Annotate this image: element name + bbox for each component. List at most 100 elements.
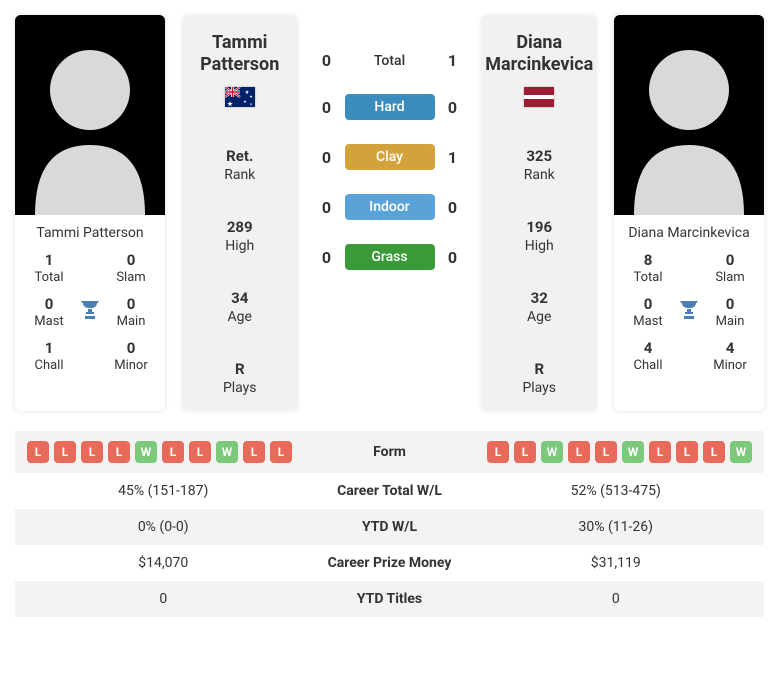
- surface-row: 0 Indoor 0: [315, 194, 465, 220]
- row-label: Career Prize Money: [300, 555, 480, 571]
- player-a-photo-placeholder: [15, 15, 165, 215]
- player-a-card: Tammi Patterson 1Total 0Slam 0Mast 0Main…: [15, 15, 165, 411]
- stat-high: 289High: [190, 218, 290, 255]
- form-badge: L: [649, 441, 671, 463]
- flag-au-icon: [190, 87, 290, 113]
- player-a-form: LLLLWLLWLL: [27, 441, 300, 463]
- player-b-titles: 8Total 0Slam 0Mast 0Main 4Chall 4Minor: [614, 251, 764, 386]
- compare-row: 0YTD Titles0: [15, 581, 764, 617]
- form-badge: W: [622, 441, 644, 463]
- surface-badge: Clay: [345, 144, 435, 170]
- stat-plays: RPlays: [190, 360, 290, 397]
- titles-minor: 4Minor: [704, 339, 756, 373]
- score-a: 0: [315, 248, 339, 267]
- stat-age: 32Age: [489, 289, 589, 326]
- value-b: 0: [480, 591, 753, 607]
- form-badge: W: [216, 441, 238, 463]
- form-badge: L: [676, 441, 698, 463]
- stat-plays: RPlays: [489, 360, 589, 397]
- value-a: $14,070: [27, 555, 300, 571]
- form-badge: L: [189, 441, 211, 463]
- value-a: 0: [27, 591, 300, 607]
- form-badge: L: [243, 441, 265, 463]
- player-a-stats-column: Tammi Patterson Ret.Rank 289High 34Age R…: [182, 15, 298, 411]
- player-b-photo-placeholder: [614, 15, 764, 215]
- compare-row: 45% (151-187)Career Total W/L52% (513-47…: [15, 473, 764, 509]
- score-b: 0: [441, 198, 465, 217]
- form-badge: W: [541, 441, 563, 463]
- form-badge: L: [595, 441, 617, 463]
- surface-row: 0 Hard 0: [315, 94, 465, 120]
- titles-chall: 4Chall: [622, 339, 674, 373]
- score-a: 0: [315, 98, 339, 117]
- value-a: 45% (151-187): [27, 483, 300, 499]
- score-a: 0: [315, 198, 339, 217]
- titles-main: 0Main: [704, 295, 756, 329]
- total-label: Total: [345, 53, 435, 69]
- player-b-name: Diana Marcinkevica: [614, 215, 764, 251]
- row-label: YTD Titles: [300, 591, 480, 607]
- titles-total: 1Total: [23, 251, 75, 285]
- surface-badge: Grass: [345, 244, 435, 270]
- surface-badge: Indoor: [345, 194, 435, 220]
- form-badge: L: [487, 441, 509, 463]
- form-badge: L: [514, 441, 536, 463]
- surface-row: 0 Grass 0: [315, 244, 465, 270]
- comparison-table: LLLLWLLWLL Form LLWLLWLLLW 45% (151-187)…: [15, 431, 764, 617]
- h2h-top-section: Tammi Patterson 1Total 0Slam 0Mast 0Main…: [15, 15, 764, 411]
- score-a: 0: [315, 51, 339, 70]
- player-a-titles: 1Total 0Slam 0Mast 0Main 1Chall 0Minor: [15, 251, 165, 386]
- form-badge: L: [27, 441, 49, 463]
- trophy-icon: [674, 298, 704, 326]
- score-b: 0: [441, 98, 465, 117]
- score-b: 0: [441, 248, 465, 267]
- silhouette-icon: [15, 15, 165, 215]
- titles-minor: 0Minor: [105, 339, 157, 373]
- compare-row-form: LLLLWLLWLL Form LLWLLWLLLW: [15, 431, 764, 473]
- score-b: 1: [441, 148, 465, 167]
- row-label: YTD W/L: [300, 519, 480, 535]
- player-b-card: Diana Marcinkevica 8Total 0Slam 0Mast 0M…: [614, 15, 764, 411]
- flag-lv-icon: [489, 87, 589, 113]
- surface-row: 0 Clay 1: [315, 144, 465, 170]
- form-badge: L: [270, 441, 292, 463]
- form-badge: W: [730, 441, 752, 463]
- titles-mast: 0Mast: [23, 295, 75, 329]
- surface-badge: Hard: [345, 94, 435, 120]
- player-b-stats-column: Diana Marcinkevica 325Rank 196High 32Age…: [481, 15, 597, 411]
- compare-row: 0% (0-0)YTD W/L30% (11-26): [15, 509, 764, 545]
- score-b: 1: [441, 51, 465, 70]
- stat-rank: Ret.Rank: [190, 147, 290, 184]
- stat-age: 34Age: [190, 289, 290, 326]
- titles-slam: 0Slam: [105, 251, 157, 285]
- player-a-name: Tammi Patterson: [15, 215, 165, 251]
- form-badge: L: [568, 441, 590, 463]
- score-a: 0: [315, 148, 339, 167]
- value-a: 0% (0-0): [27, 519, 300, 535]
- h2h-total-row: 0 Total 1: [315, 51, 465, 70]
- titles-total: 8Total: [622, 251, 674, 285]
- player-b-form: LLWLLWLLLW: [480, 441, 753, 463]
- stat-high: 196High: [489, 218, 589, 255]
- form-badge: L: [703, 441, 725, 463]
- stat-rank: 325Rank: [489, 147, 589, 184]
- value-b: 30% (11-26): [480, 519, 753, 535]
- titles-slam: 0Slam: [704, 251, 756, 285]
- value-b: $31,119: [480, 555, 753, 571]
- player-a-heading: Tammi Patterson: [190, 29, 290, 79]
- value-b: 52% (513-475): [480, 483, 753, 499]
- silhouette-icon: [614, 15, 764, 215]
- h2h-surface-scores: 0 Total 1 0 Hard 0 0 Clay 1 0 Indoor 0 0 Grass 0: [315, 15, 465, 411]
- row-label: Career Total W/L: [300, 483, 480, 499]
- titles-chall: 1Chall: [23, 339, 75, 373]
- titles-main: 0Main: [105, 295, 157, 329]
- trophy-icon: [75, 298, 105, 326]
- form-badge: L: [108, 441, 130, 463]
- form-badge: W: [135, 441, 157, 463]
- form-badge: L: [162, 441, 184, 463]
- form-badge: L: [81, 441, 103, 463]
- compare-row: $14,070Career Prize Money$31,119: [15, 545, 764, 581]
- row-label: Form: [300, 444, 480, 460]
- player-b-heading: Diana Marcinkevica: [489, 29, 589, 79]
- form-badge: L: [54, 441, 76, 463]
